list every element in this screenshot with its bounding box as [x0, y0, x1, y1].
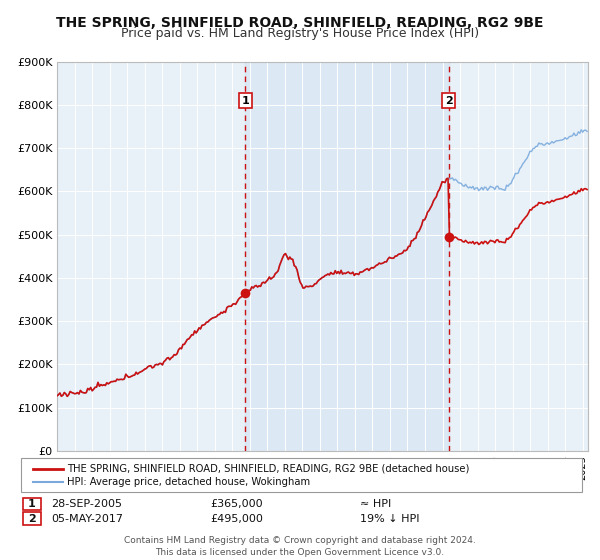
- Text: 1: 1: [241, 96, 249, 105]
- Text: 2: 2: [445, 96, 452, 105]
- Bar: [245, 62, 449, 451]
- Text: 19% ↓ HPI: 19% ↓ HPI: [360, 514, 419, 524]
- Text: £365,000: £365,000: [210, 499, 263, 509]
- Text: 28-SEP-2005: 28-SEP-2005: [51, 499, 122, 509]
- Text: Price paid vs. HM Land Registry's House Price Index (HPI): Price paid vs. HM Land Registry's House …: [121, 27, 479, 40]
- Text: Contains HM Land Registry data © Crown copyright and database right 2024.
This d: Contains HM Land Registry data © Crown c…: [124, 536, 476, 557]
- Text: £495,000: £495,000: [210, 514, 263, 524]
- Text: HPI: Average price, detached house, Wokingham: HPI: Average price, detached house, Woki…: [67, 477, 310, 487]
- Text: ≈ HPI: ≈ HPI: [360, 499, 391, 509]
- Text: THE SPRING, SHINFIELD ROAD, SHINFIELD, READING, RG2 9BE: THE SPRING, SHINFIELD ROAD, SHINFIELD, R…: [56, 16, 544, 30]
- Text: 05-MAY-2017: 05-MAY-2017: [51, 514, 123, 524]
- Text: 1: 1: [28, 499, 35, 509]
- Text: THE SPRING, SHINFIELD ROAD, SHINFIELD, READING, RG2 9BE (detached house): THE SPRING, SHINFIELD ROAD, SHINFIELD, R…: [67, 464, 470, 474]
- Text: 2: 2: [28, 514, 35, 524]
